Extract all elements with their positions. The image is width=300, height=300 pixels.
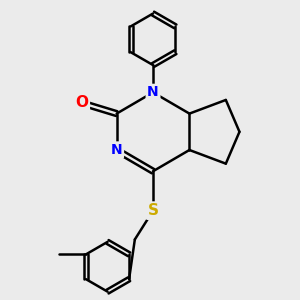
Text: N: N	[111, 143, 122, 157]
Text: N: N	[147, 85, 159, 99]
Text: O: O	[75, 95, 88, 110]
Text: S: S	[148, 203, 158, 218]
